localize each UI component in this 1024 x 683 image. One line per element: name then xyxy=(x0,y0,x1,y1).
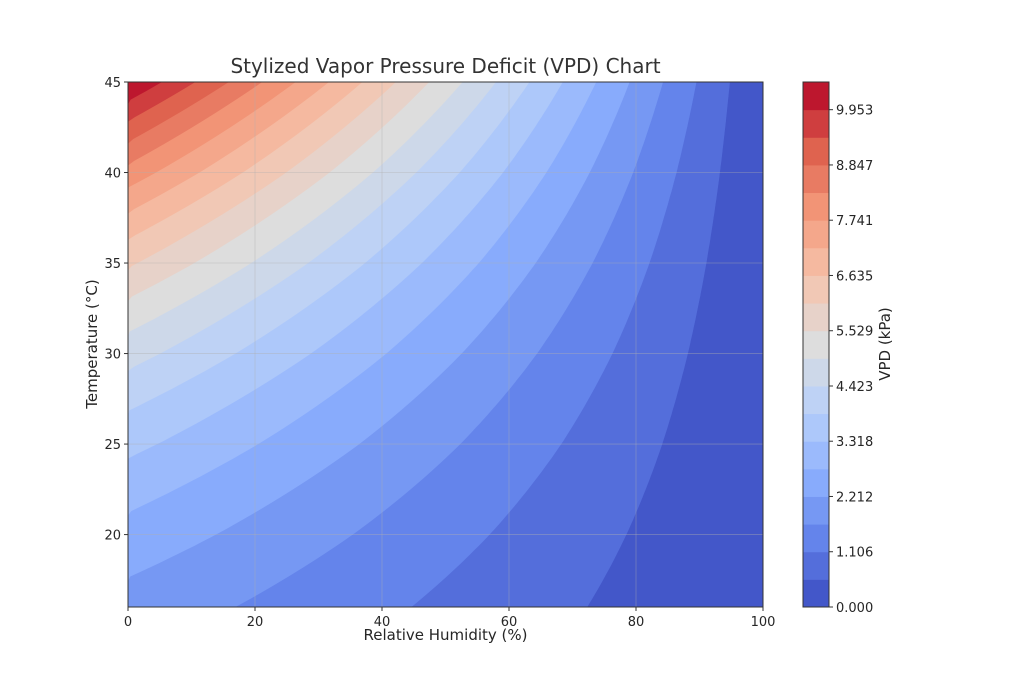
colorbar-band xyxy=(803,413,829,442)
colorbar-band xyxy=(803,551,829,580)
contour-band xyxy=(128,82,430,607)
x-tick-label: 20 xyxy=(247,615,264,630)
colorbar-band xyxy=(803,441,829,470)
colorbar-band xyxy=(803,220,829,249)
colorbar-band xyxy=(803,82,829,111)
colorbar-band xyxy=(803,303,829,332)
colorbar-tick-label: 1.106 xyxy=(836,546,873,561)
x-ticks: 0 20 40 60 80 100 xyxy=(124,607,776,630)
colorbar: 0.000 1.106 2.212 3.318 4.423 5.529 6.635 7.741… xyxy=(802,81,873,616)
y-tick-label: 45 xyxy=(104,76,121,91)
colorbar-tick-label: 4.423 xyxy=(836,380,873,395)
colorbar-band xyxy=(803,247,829,276)
x-tick-label: 100 xyxy=(751,615,776,630)
y-tick-label: 20 xyxy=(104,529,121,544)
colorbar-band xyxy=(803,109,829,138)
x-tick-label: 60 xyxy=(501,615,518,630)
colorbar-tick-label: 6.635 xyxy=(836,269,873,284)
colorbar-tick-label: 9.953 xyxy=(836,104,873,119)
colorbar-tick-label: 2.212 xyxy=(836,490,873,505)
colorbar-band xyxy=(803,496,829,525)
contour-band xyxy=(128,82,530,607)
contour-bands xyxy=(128,82,763,607)
colorbar-band xyxy=(803,275,829,304)
colorbar-band xyxy=(803,468,829,497)
x-axis-label: Relative Humidity (%) xyxy=(363,626,528,644)
y-tick-label: 35 xyxy=(104,257,121,272)
colorbar-band xyxy=(803,164,829,194)
contour-band xyxy=(128,82,396,607)
colorbar-tick-label: 7.741 xyxy=(836,214,873,229)
y-tick-label: 40 xyxy=(104,167,121,182)
colorbar-band xyxy=(803,330,829,359)
chart-title: Stylized Vapor Pressure Deficit (VPD) Ch… xyxy=(230,54,661,78)
colorbar-band xyxy=(803,192,829,221)
contour-band xyxy=(128,82,229,607)
colorbar-tick-label: 0.000 xyxy=(836,601,873,616)
colorbar-band xyxy=(803,524,829,553)
x-tick-label: 80 xyxy=(628,615,645,630)
colorbar-tick-label: 3.318 xyxy=(836,435,873,450)
colorbar-tick-label: 5.529 xyxy=(836,325,873,340)
plot-frame xyxy=(127,81,764,608)
x-tick-label: 0 xyxy=(124,615,132,630)
colorbar-band xyxy=(803,358,829,387)
y-ticks: 20 25 30 35 40 45 xyxy=(104,76,128,544)
y-tick-label: 30 xyxy=(104,348,121,363)
colorbar-band xyxy=(803,579,829,608)
colorbar-frame xyxy=(802,81,830,608)
contour-band xyxy=(128,82,563,607)
x-tick-label: 40 xyxy=(374,615,391,630)
y-tick-label: 25 xyxy=(104,438,121,453)
colorbar-tick-label: 8.847 xyxy=(836,159,873,174)
colorbar-band xyxy=(803,385,829,415)
colorbar-band xyxy=(803,137,829,166)
